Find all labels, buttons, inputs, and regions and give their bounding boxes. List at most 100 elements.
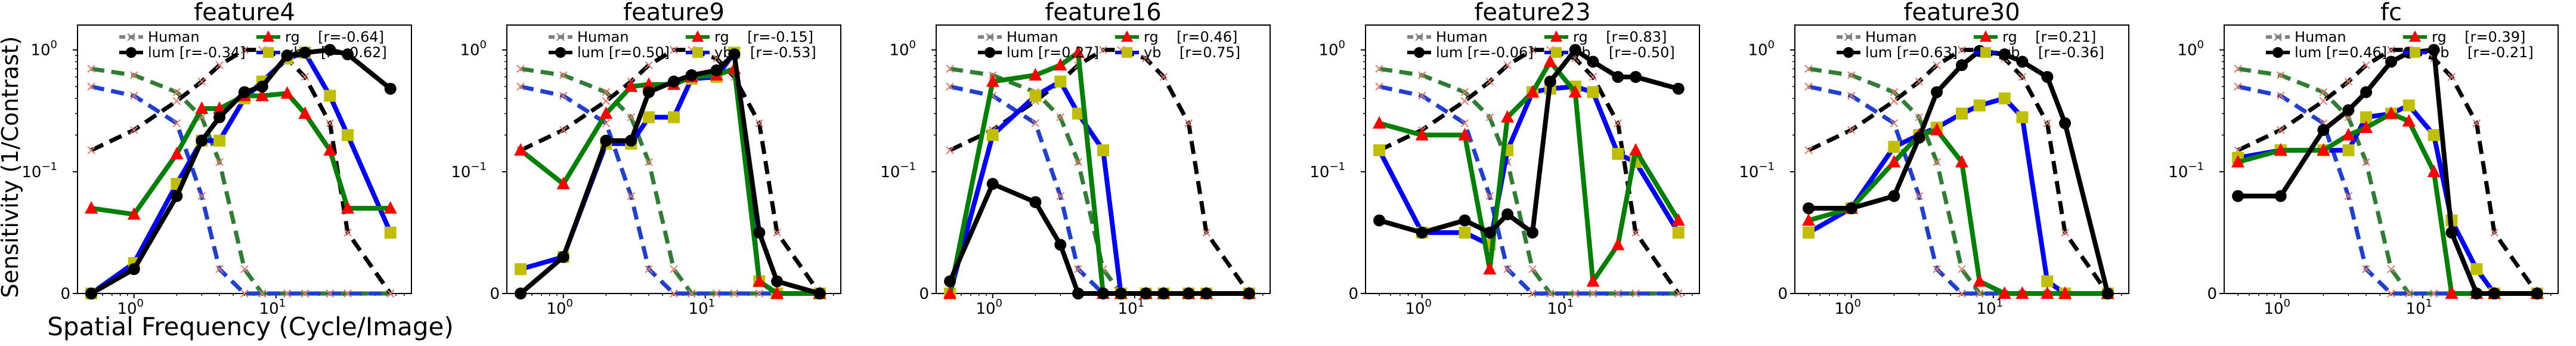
legend-marker — [2272, 47, 2283, 58]
yb-point — [643, 111, 655, 123]
human-marker — [1958, 289, 1966, 298]
y-tick-label: 0 — [1778, 285, 1788, 303]
human-marker — [2018, 73, 2027, 81]
rg-point — [1029, 68, 1042, 81]
series-line — [1809, 48, 2110, 294]
lum-point — [2317, 123, 2330, 136]
y-tick-exponent: 0 — [1768, 39, 1775, 51]
y-tick-label: 10−1 — [2168, 160, 2204, 181]
lum-point — [1157, 288, 1170, 299]
yb-point — [2041, 275, 2054, 288]
human-marker — [2043, 119, 2052, 128]
human-marker — [712, 289, 721, 298]
human-marker — [1460, 88, 1469, 97]
x-tick-label: 101 — [1977, 297, 2004, 318]
rg-point — [1973, 274, 1986, 287]
legend-label: rg [r=0.21] — [2002, 29, 2096, 45]
legend-marker — [1550, 30, 1562, 42]
rg-point — [2274, 143, 2287, 156]
lum-point — [1956, 59, 1968, 72]
yb-point — [1459, 226, 1471, 239]
rg-point — [2427, 164, 2441, 177]
human-marker — [240, 289, 249, 298]
y-tick-exponent: 0 — [2197, 39, 2204, 51]
y-tick-label: 0 — [919, 285, 929, 303]
human-marker — [130, 126, 138, 134]
yb-point — [2016, 111, 2029, 123]
human-marker — [1915, 77, 1924, 86]
rg-point — [2015, 286, 2029, 299]
rg-point — [280, 86, 294, 99]
human-marker — [1614, 119, 1623, 128]
human-marker — [2319, 88, 2328, 97]
yb-point — [1888, 141, 1900, 153]
human-marker — [645, 61, 653, 69]
rg-point — [1543, 54, 1557, 67]
human-lum-curve — [1378, 48, 1680, 295]
human-marker — [712, 54, 721, 63]
human-marker — [1485, 191, 1494, 200]
yb-point — [342, 129, 354, 141]
human-marker — [1503, 61, 1512, 69]
x-axis-label: Spatial Frequency (Cycle/Image) — [47, 312, 454, 341]
lum-point — [2101, 288, 2114, 299]
y-tick-label: 10−1 — [1309, 160, 1345, 181]
yb-point — [1998, 92, 2011, 104]
rg-point — [2058, 286, 2072, 299]
lum-point — [643, 86, 655, 98]
lum-point — [1587, 55, 1599, 68]
human-marker — [602, 97, 611, 106]
rg-point — [1629, 143, 1643, 156]
legend-label: lum [r=-0.06] — [1436, 44, 1534, 61]
lum-point — [2385, 55, 2397, 68]
rg-point — [1887, 155, 1901, 168]
x-tick-label: 100 — [1405, 297, 1432, 318]
plot-frame — [1365, 24, 1700, 294]
rg-point — [1373, 116, 1386, 129]
human-marker — [2362, 157, 2370, 166]
legend-marker — [984, 47, 995, 58]
human-yb-curve — [91, 84, 391, 296]
human-marker — [1571, 289, 1580, 298]
lum-point — [1459, 214, 1471, 227]
legend-label: Human — [1865, 29, 1917, 45]
human-marker — [670, 289, 678, 298]
legend-marker — [1122, 47, 1132, 58]
lum-point — [1182, 288, 1195, 299]
rg-point — [170, 147, 184, 160]
series-line — [1379, 59, 1681, 284]
human-marker — [1804, 146, 1813, 155]
y-tick-label: 100 — [1318, 39, 1345, 60]
x-tick-exponent: 0 — [2284, 297, 2290, 310]
rg-point — [1568, 85, 1582, 98]
lum-point — [2488, 288, 2501, 299]
lum-point — [771, 275, 784, 288]
x-tick-label: 101 — [2406, 297, 2433, 318]
legend-label: yb [r=-0.62] — [285, 44, 387, 61]
human-marker — [2319, 97, 2328, 106]
y-tick-label: 100 — [889, 39, 916, 60]
human-marker — [386, 289, 395, 298]
rg-point — [642, 77, 656, 90]
lum-point — [2445, 226, 2458, 239]
human-marker — [2387, 45, 2395, 54]
legend-marker — [1844, 33, 1853, 41]
y-tick-exponent: 0 — [909, 39, 916, 51]
human-lum-curve — [2237, 48, 2539, 295]
human-marker — [87, 82, 95, 91]
rg-point — [255, 88, 269, 101]
rg-point — [383, 201, 397, 214]
legend-marker — [555, 47, 566, 58]
legend-marker — [1551, 47, 1562, 58]
panel-title: feature30 — [1903, 0, 2020, 26]
lum-point — [600, 134, 612, 147]
series-line — [948, 50, 1249, 296]
human-marker — [1589, 289, 1597, 298]
human-marker — [730, 289, 739, 298]
human-marker — [2429, 289, 2438, 298]
panel-title: feature16 — [1045, 0, 1161, 26]
